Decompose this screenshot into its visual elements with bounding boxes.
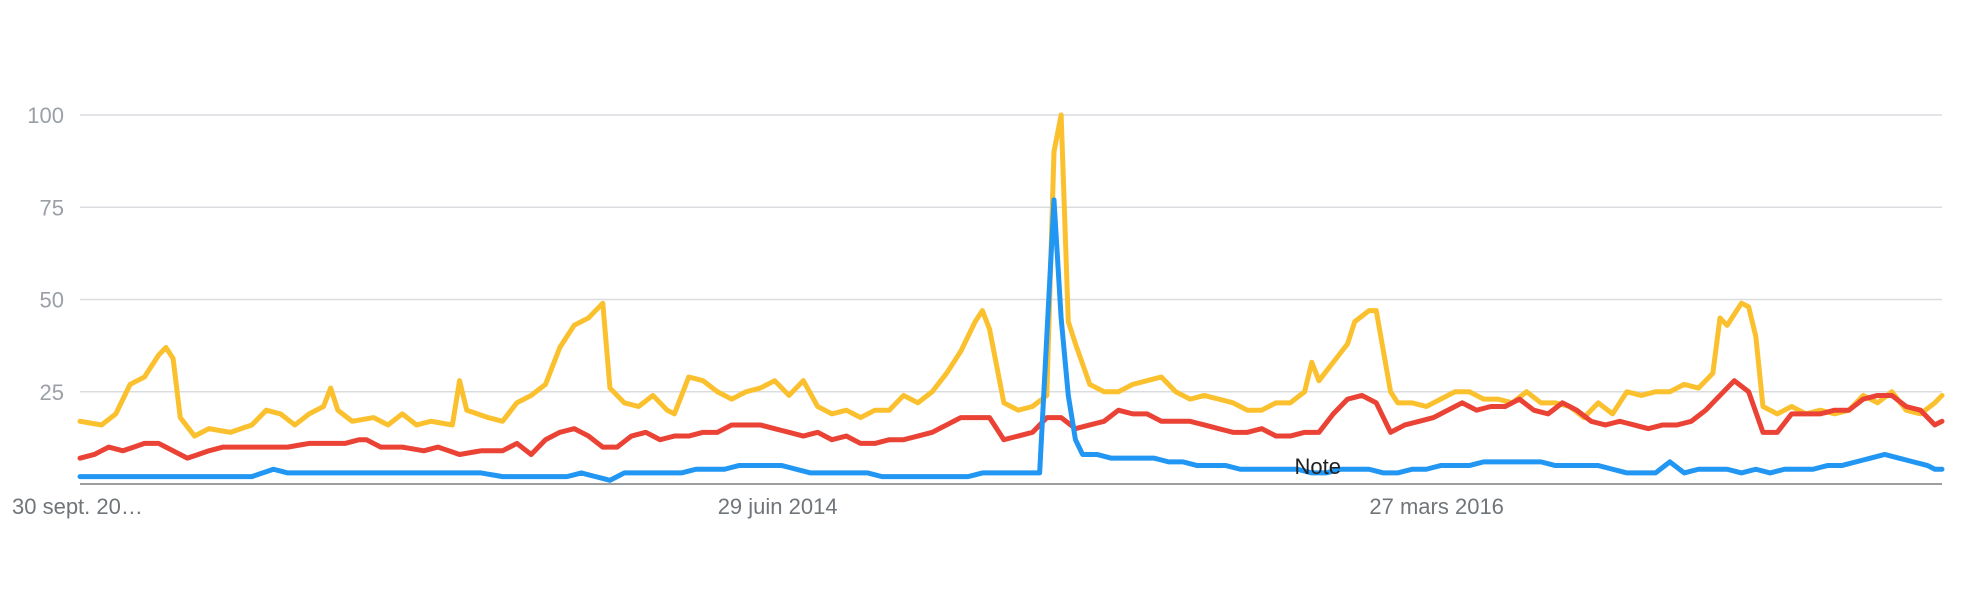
y-tick-label: 75 — [40, 195, 64, 220]
y-tick-label: 50 — [40, 288, 64, 313]
y-tick-label: 100 — [27, 103, 64, 128]
x-tick-label: 27 mars 2016 — [1369, 494, 1504, 519]
x-tick-label: 29 juin 2014 — [718, 494, 838, 519]
grid — [80, 114, 1942, 393]
y-axis: 25 50 75 100 — [27, 103, 64, 405]
y-tick-label: 25 — [40, 380, 64, 405]
series-lines — [77, 112, 1945, 483]
x-axis: 30 sept. 20… 29 juin 2014 27 mars 2016 — [12, 494, 1504, 519]
x-tick-label: 30 sept. 20… — [12, 494, 143, 519]
series-line-3[interactable] — [77, 197, 1945, 483]
series-line-1[interactable] — [77, 112, 1945, 439]
series-line-2[interactable] — [77, 378, 1945, 461]
chart-annotation-note[interactable]: Note — [1295, 454, 1341, 479]
